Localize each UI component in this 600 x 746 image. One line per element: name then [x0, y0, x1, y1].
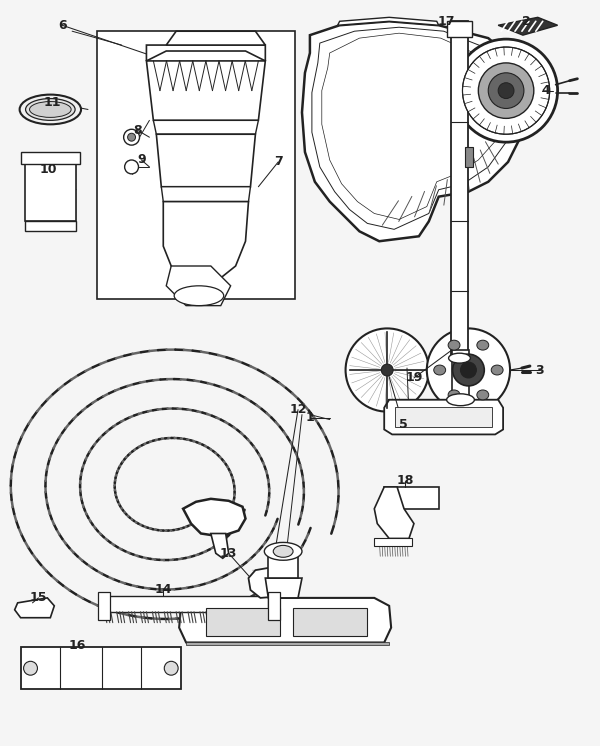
Polygon shape [384, 400, 503, 434]
Text: 5: 5 [398, 418, 407, 431]
Bar [268, 592, 280, 620]
Polygon shape [374, 487, 414, 539]
Text: 8: 8 [133, 124, 142, 137]
Bar [268, 554, 298, 578]
Ellipse shape [29, 101, 71, 117]
Text: 11: 11 [44, 96, 61, 109]
Text: 1: 1 [305, 411, 314, 424]
Circle shape [346, 328, 429, 412]
Text: 10: 10 [40, 163, 57, 176]
Polygon shape [146, 45, 265, 61]
Circle shape [455, 39, 557, 142]
Polygon shape [186, 642, 389, 645]
Circle shape [23, 661, 37, 675]
Polygon shape [179, 598, 391, 642]
Bar [293, 608, 367, 636]
Bar [384, 487, 439, 509]
Polygon shape [211, 533, 229, 558]
Bar [395, 407, 492, 427]
Text: 3: 3 [535, 363, 544, 377]
Text: 13: 13 [220, 547, 238, 560]
Ellipse shape [174, 286, 224, 306]
Text: 18: 18 [397, 474, 414, 487]
Polygon shape [163, 201, 248, 286]
Polygon shape [183, 499, 245, 536]
Ellipse shape [20, 95, 81, 125]
Polygon shape [338, 17, 439, 25]
Text: 7: 7 [274, 155, 283, 169]
Circle shape [463, 47, 550, 134]
Polygon shape [154, 120, 259, 134]
Polygon shape [14, 598, 54, 618]
Circle shape [164, 661, 178, 675]
Circle shape [498, 83, 514, 98]
Circle shape [478, 63, 534, 119]
Ellipse shape [448, 390, 460, 400]
Text: 6: 6 [58, 19, 67, 32]
Polygon shape [265, 578, 302, 598]
Text: 2: 2 [521, 15, 530, 28]
Bar [451, 22, 469, 358]
Bar [206, 608, 280, 636]
Text: 9: 9 [137, 154, 146, 166]
Bar [374, 539, 412, 546]
Ellipse shape [446, 394, 475, 406]
Circle shape [427, 328, 510, 412]
Text: 15: 15 [29, 592, 47, 604]
Ellipse shape [449, 353, 470, 363]
Bar [25, 157, 76, 222]
Circle shape [488, 73, 524, 108]
Bar [446, 22, 472, 37]
Ellipse shape [265, 542, 302, 560]
Polygon shape [248, 566, 290, 598]
Ellipse shape [477, 390, 489, 400]
Circle shape [125, 160, 139, 174]
Text: 4: 4 [541, 84, 550, 97]
Polygon shape [157, 134, 256, 186]
Bar [20, 152, 80, 164]
Ellipse shape [477, 340, 489, 350]
Text: 17: 17 [438, 15, 455, 28]
Text: 14: 14 [155, 583, 172, 597]
Polygon shape [166, 31, 265, 45]
Ellipse shape [491, 365, 503, 375]
Polygon shape [498, 17, 557, 35]
Circle shape [381, 364, 393, 376]
Ellipse shape [434, 365, 446, 375]
Bar [97, 31, 295, 298]
Bar [98, 592, 110, 620]
Polygon shape [146, 61, 265, 120]
Bar [389, 400, 498, 430]
Bar [25, 222, 76, 231]
Text: 19: 19 [405, 372, 422, 384]
Bar [466, 147, 473, 167]
Circle shape [461, 362, 476, 378]
Ellipse shape [273, 545, 293, 557]
Polygon shape [166, 266, 230, 306]
Polygon shape [161, 186, 250, 201]
Bar [20, 648, 181, 689]
Circle shape [128, 134, 136, 141]
Polygon shape [302, 22, 528, 241]
Circle shape [452, 354, 484, 386]
Ellipse shape [26, 98, 75, 120]
Text: 12: 12 [289, 403, 307, 416]
Bar [102, 596, 268, 612]
Circle shape [124, 129, 139, 145]
Ellipse shape [448, 340, 460, 350]
Text: 16: 16 [68, 639, 86, 652]
Bar [452, 350, 469, 400]
